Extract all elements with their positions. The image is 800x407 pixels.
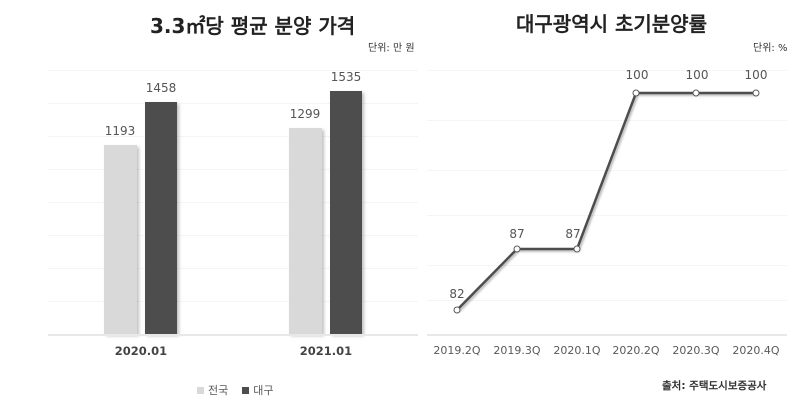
data-point xyxy=(453,306,461,314)
bar-jeonguk-2021 xyxy=(289,128,322,334)
gridline xyxy=(427,70,787,71)
x-tick-label: 2019.2Q xyxy=(433,344,481,357)
x-tick-label: 2020.3Q xyxy=(672,344,720,357)
bar-daegu-2020 xyxy=(145,102,177,334)
data-point xyxy=(632,89,640,97)
data-point xyxy=(692,89,700,97)
x-axis xyxy=(48,334,418,336)
value-label: 100 xyxy=(685,68,709,82)
value-label: 100 xyxy=(744,68,768,82)
x-tick-label: 2019.3Q xyxy=(493,344,541,357)
gridline xyxy=(427,120,787,121)
legend-label-jeonguk: 전국 xyxy=(208,384,229,397)
gridline xyxy=(48,169,418,170)
gridline xyxy=(48,103,418,104)
line-chart-unit: 단위: % xyxy=(753,43,788,54)
gridline xyxy=(48,136,418,137)
bar-jeonguk-2020 xyxy=(104,145,137,334)
value-label: 87 xyxy=(509,227,525,241)
data-point xyxy=(513,245,521,253)
x-axis xyxy=(427,334,787,336)
x-tick-label: 2020.01 xyxy=(114,344,168,358)
value-label: 1299 xyxy=(289,107,321,121)
x-tick-label: 2020.1Q xyxy=(553,344,601,357)
x-tick-label: 2020.2Q xyxy=(612,344,660,357)
bar-chart-unit: 단위: 만 원 xyxy=(368,43,415,54)
line-chart-title: 대구광역시 초기분양률 xyxy=(516,12,707,36)
x-tick-label: 2021.01 xyxy=(299,344,353,358)
gridline xyxy=(48,202,418,203)
value-label: 1535 xyxy=(330,70,362,84)
bar-chart-title: 3.3㎡당 평균 분양 가격 xyxy=(150,14,356,38)
gridline xyxy=(48,235,418,236)
gridline xyxy=(427,265,787,266)
legend-label-daegu: 대구 xyxy=(253,384,274,397)
value-label: 100 xyxy=(625,68,649,82)
value-label: 1193 xyxy=(104,124,136,138)
gridline xyxy=(48,268,418,269)
bar-daegu-2021 xyxy=(330,91,362,334)
x-tick-label: 2020.4Q xyxy=(732,344,780,357)
data-point xyxy=(752,89,760,97)
value-label: 82 xyxy=(449,287,465,301)
gridline xyxy=(48,301,418,302)
legend-swatch-jeonguk xyxy=(197,386,204,394)
gridline xyxy=(48,70,418,71)
legend: 전국 대구 xyxy=(197,382,274,398)
value-label: 87 xyxy=(565,227,581,241)
legend-swatch-daegu xyxy=(242,386,250,394)
value-label: 1458 xyxy=(145,81,177,95)
gridline xyxy=(427,215,787,216)
source-note: 출처: 주택도시보증공사 xyxy=(662,380,767,392)
data-point xyxy=(573,245,581,253)
gridline xyxy=(427,300,787,301)
